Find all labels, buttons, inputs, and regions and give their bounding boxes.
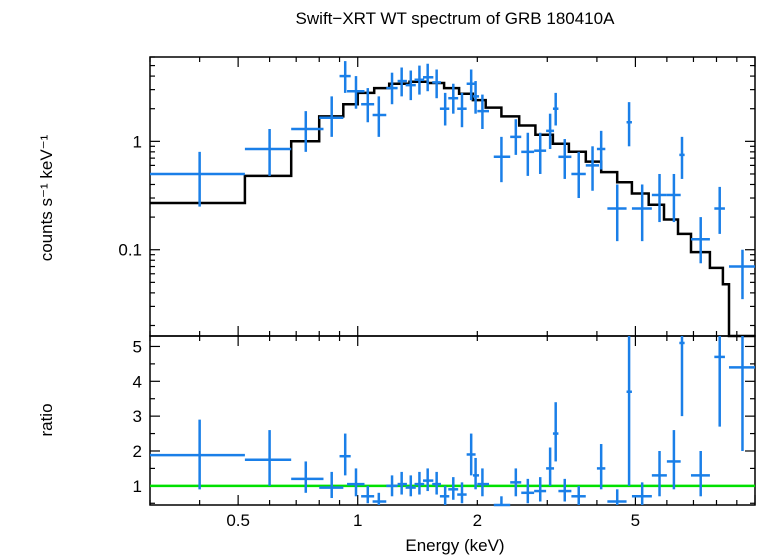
spectrum-data-point [397,67,407,97]
spectrum-data-point [631,184,652,242]
spectrum-data-point [626,102,632,147]
ratio-data-point [432,471,441,495]
ratio-data-point [291,461,324,493]
spectrum-data-point [571,151,586,199]
ratio-data-point [679,336,685,417]
chart-title: Swift−XRT WT spectrum of GRB 180410A [296,9,616,28]
ratio-data-point [414,471,425,495]
spectrum-data-point [651,173,667,223]
spectrum-data-point [521,132,535,176]
spectrum-data-point [150,151,245,207]
spectrum-data-point [679,136,685,179]
ratio-data-point [397,471,407,495]
spectrum-data-point [405,70,416,101]
spectrum-data-point [372,96,387,137]
spectrum-data-point [714,186,725,234]
spectrum-data-point [493,136,511,183]
spectrum-data-point [596,130,606,170]
ratio-data-point [607,489,627,505]
ratio-data-point [372,492,387,505]
spectrum-data-point [477,94,489,129]
ratio-data-point [596,444,606,490]
ratio-frame [149,335,756,506]
spectrum-data-point [666,173,681,223]
ratio-data-point [439,485,450,505]
ratio-data-point [690,450,710,497]
spectrum-data-point [690,217,710,264]
ratio-data-point [244,430,292,486]
ratio-x-tick-label: 1 [353,511,362,530]
spectrum-data-point [439,92,450,126]
spectrum-data-point [386,72,398,105]
spectrum-data-point [510,119,522,155]
ratio-data-point [150,419,245,490]
model-curve [150,80,755,338]
spectrum-data-point [423,63,434,92]
spectrum-data-point [414,65,425,95]
spectrum-data-point [291,111,324,152]
spectrum-data-point [558,139,572,179]
spectrum-data-point [319,96,344,137]
ratio-data-point [361,485,375,504]
spectrum-panel: 10.1 [118,56,756,338]
ratio-y-tick-label: 3 [133,407,142,426]
ratio-x-tick-label: 5 [631,511,640,530]
ratio-data-point [477,468,489,497]
ratio-data-point [405,475,416,497]
spectrum-y-tick-label: 1 [133,132,142,151]
bottom-y-axis-label: ratio [37,403,56,436]
ratio-data-point [552,402,559,462]
ratio-data-point [319,471,344,499]
ratio-data-point [631,482,652,505]
ratio-data-point [666,430,681,490]
spectrum-data-point [607,184,627,242]
ratio-x-tick-label: 2 [473,511,482,530]
ratio-data-point [448,477,459,500]
x-axis-label: Energy (keV) [405,536,504,555]
ratio-data-point [626,336,632,486]
ratio-y-tick-label: 5 [133,337,142,356]
spectrum-data-point [339,61,351,93]
ratio-data-point [571,485,586,505]
spectrum-data-point [546,113,555,149]
spectrum-data-point [552,92,559,126]
ratio-data-point [347,468,365,497]
spectrum-data-point [472,81,480,114]
ratio-data-point [558,478,572,502]
ratio-data-point [510,468,522,497]
ratio-data-point [457,482,467,504]
ratio-y-tick-label: 2 [133,442,142,461]
ratio-data-point [466,433,476,476]
ratio-data-point [546,447,555,486]
ratio-data-point [521,478,535,504]
spectrum-data-point [244,128,292,176]
ratio-y-tick-label: 1 [133,477,142,496]
spectrum-data-point [585,146,600,191]
spectrum-data-point [728,249,755,300]
ratio-data-point [339,433,351,476]
ratio-data-point [651,450,667,497]
spectrum-data-point [448,83,459,114]
ratio-data-point [386,475,398,497]
ratio-data-point [493,496,511,507]
ratio-data-point [728,336,755,451]
top-y-axis-label: counts s⁻¹ keV⁻¹ [37,134,56,261]
ratio-data-point [472,457,480,490]
spectrum-y-tick-label: 0.1 [118,241,142,260]
ratio-data-point [534,477,547,502]
ratio-panel: 1 2 3 4 5 0.5 1 2 5 [133,335,756,530]
ratio-y-tick-label: 4 [133,372,142,391]
ratio-x-tick-label: 0.5 [226,511,250,530]
spectrum-data-point [361,88,375,123]
ratio-data-point [714,336,725,427]
spectrum-data-point [457,92,467,128]
spectrum-data-point [466,69,476,101]
spectrum-data-point [347,76,365,109]
ratio-data-point [423,468,434,492]
spectrum-data-point [432,69,441,99]
spectrum-data-point [534,132,547,174]
